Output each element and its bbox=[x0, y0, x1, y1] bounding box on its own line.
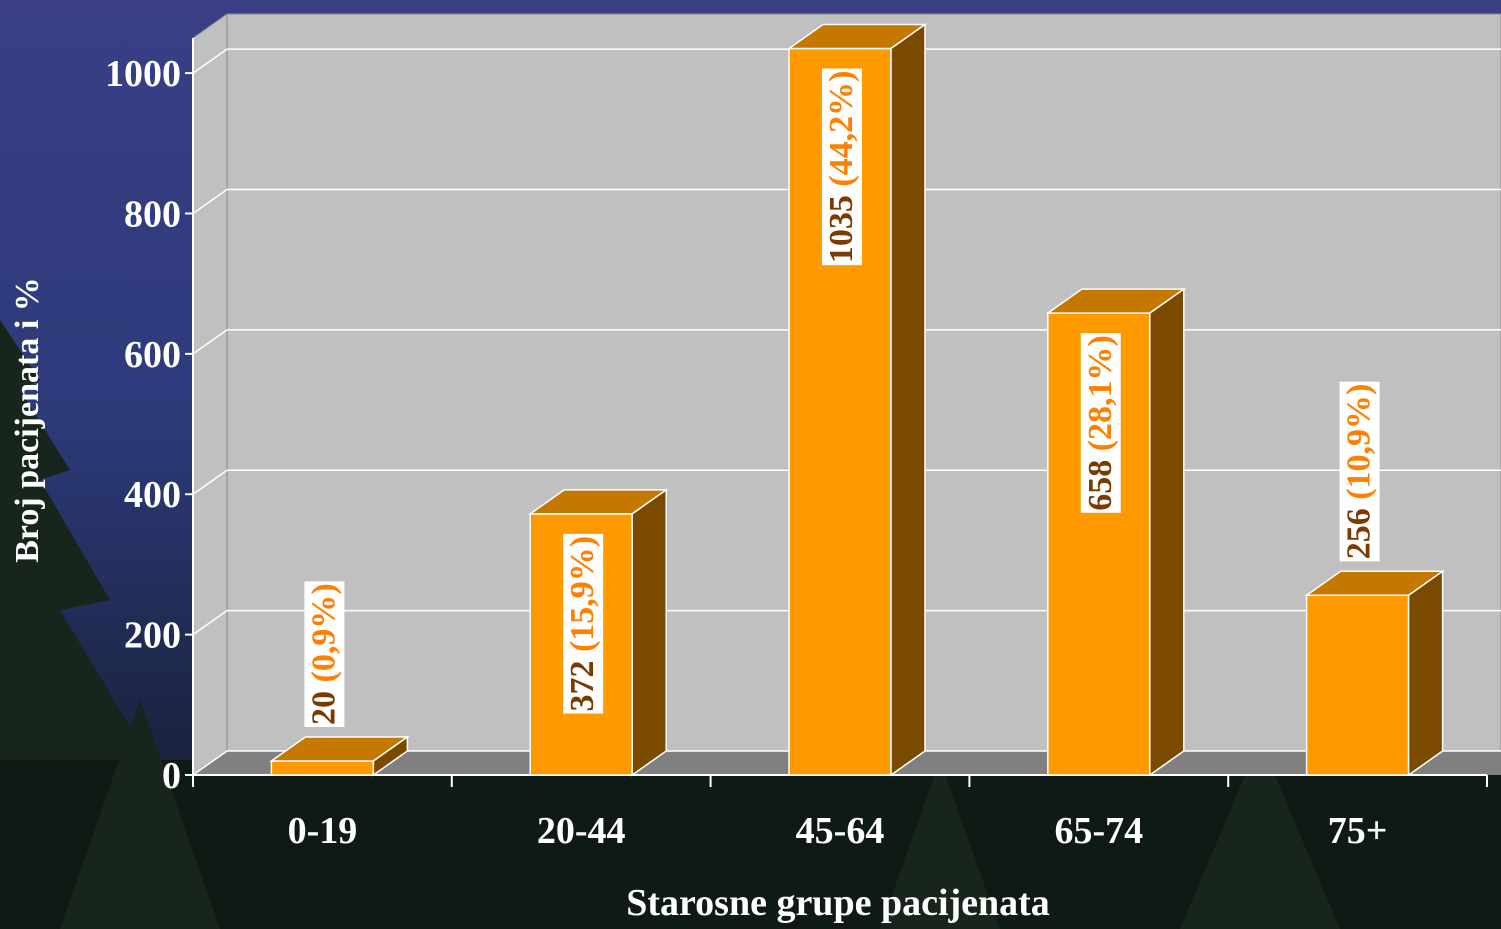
value-label-text: 658 (28,1%) bbox=[1082, 335, 1119, 511]
bar-side bbox=[891, 25, 925, 775]
value-label: 20 (0,9%) bbox=[304, 581, 344, 727]
x-tick-label: 65-74 bbox=[1054, 810, 1143, 852]
bar-side bbox=[632, 490, 666, 775]
value-label-text: 372 (15,9%) bbox=[564, 536, 601, 712]
chart: 0 200 400 600 800 1000 20 (0,9%) 372 (15,9%) 10… bbox=[0, 0, 1501, 929]
value-percent: (28,1%) bbox=[1082, 335, 1119, 451]
value-label-text: 1035 (44,2%) bbox=[823, 71, 860, 264]
value-label-text: 256 (10,9%) bbox=[1341, 384, 1378, 560]
page: 0 200 400 600 800 1000 20 (0,9%) 372 (15,9%) 10… bbox=[0, 0, 1501, 929]
x-tick-label: 45-64 bbox=[796, 810, 885, 852]
value-percent: (10,9%) bbox=[1341, 384, 1378, 500]
bar-front bbox=[271, 761, 373, 775]
y-tick-label: 1000 bbox=[105, 53, 181, 95]
x-tick-label: 75+ bbox=[1328, 810, 1388, 852]
value-percent: (15,9%) bbox=[564, 536, 601, 652]
value-number: 1035 bbox=[823, 195, 860, 263]
value-percent: (44,2%) bbox=[823, 71, 860, 187]
y-tick-label: 0 bbox=[162, 755, 181, 797]
side-wall bbox=[193, 14, 227, 775]
x-tick-label: 0-19 bbox=[288, 810, 358, 852]
bar-side bbox=[1409, 571, 1443, 775]
y-axis-title: Broj pacijenata i % bbox=[9, 277, 46, 563]
y-tick-label: 600 bbox=[124, 334, 181, 376]
y-tick-label: 200 bbox=[124, 615, 181, 657]
value-number: 658 bbox=[1082, 460, 1119, 511]
value-number: 256 bbox=[1341, 508, 1378, 559]
x-axis-title: Starosne grupe pacijenata bbox=[626, 882, 1050, 924]
bar-side bbox=[1150, 289, 1184, 775]
bar-front bbox=[1307, 595, 1409, 775]
value-label: 372 (15,9%) bbox=[563, 534, 603, 714]
value-label-text: 20 (0,9%) bbox=[305, 583, 342, 725]
value-number: 20 bbox=[305, 691, 342, 725]
y-tick-label: 400 bbox=[124, 474, 181, 516]
x-tick-label: 20-44 bbox=[537, 810, 626, 852]
value-label: 1035 (44,2%) bbox=[822, 69, 862, 266]
value-label: 658 (28,1%) bbox=[1081, 333, 1121, 513]
value-number: 372 bbox=[564, 661, 601, 712]
value-label: 256 (10,9%) bbox=[1340, 382, 1380, 562]
y-tick-label: 800 bbox=[124, 193, 181, 235]
value-percent: (0,9%) bbox=[305, 583, 342, 682]
